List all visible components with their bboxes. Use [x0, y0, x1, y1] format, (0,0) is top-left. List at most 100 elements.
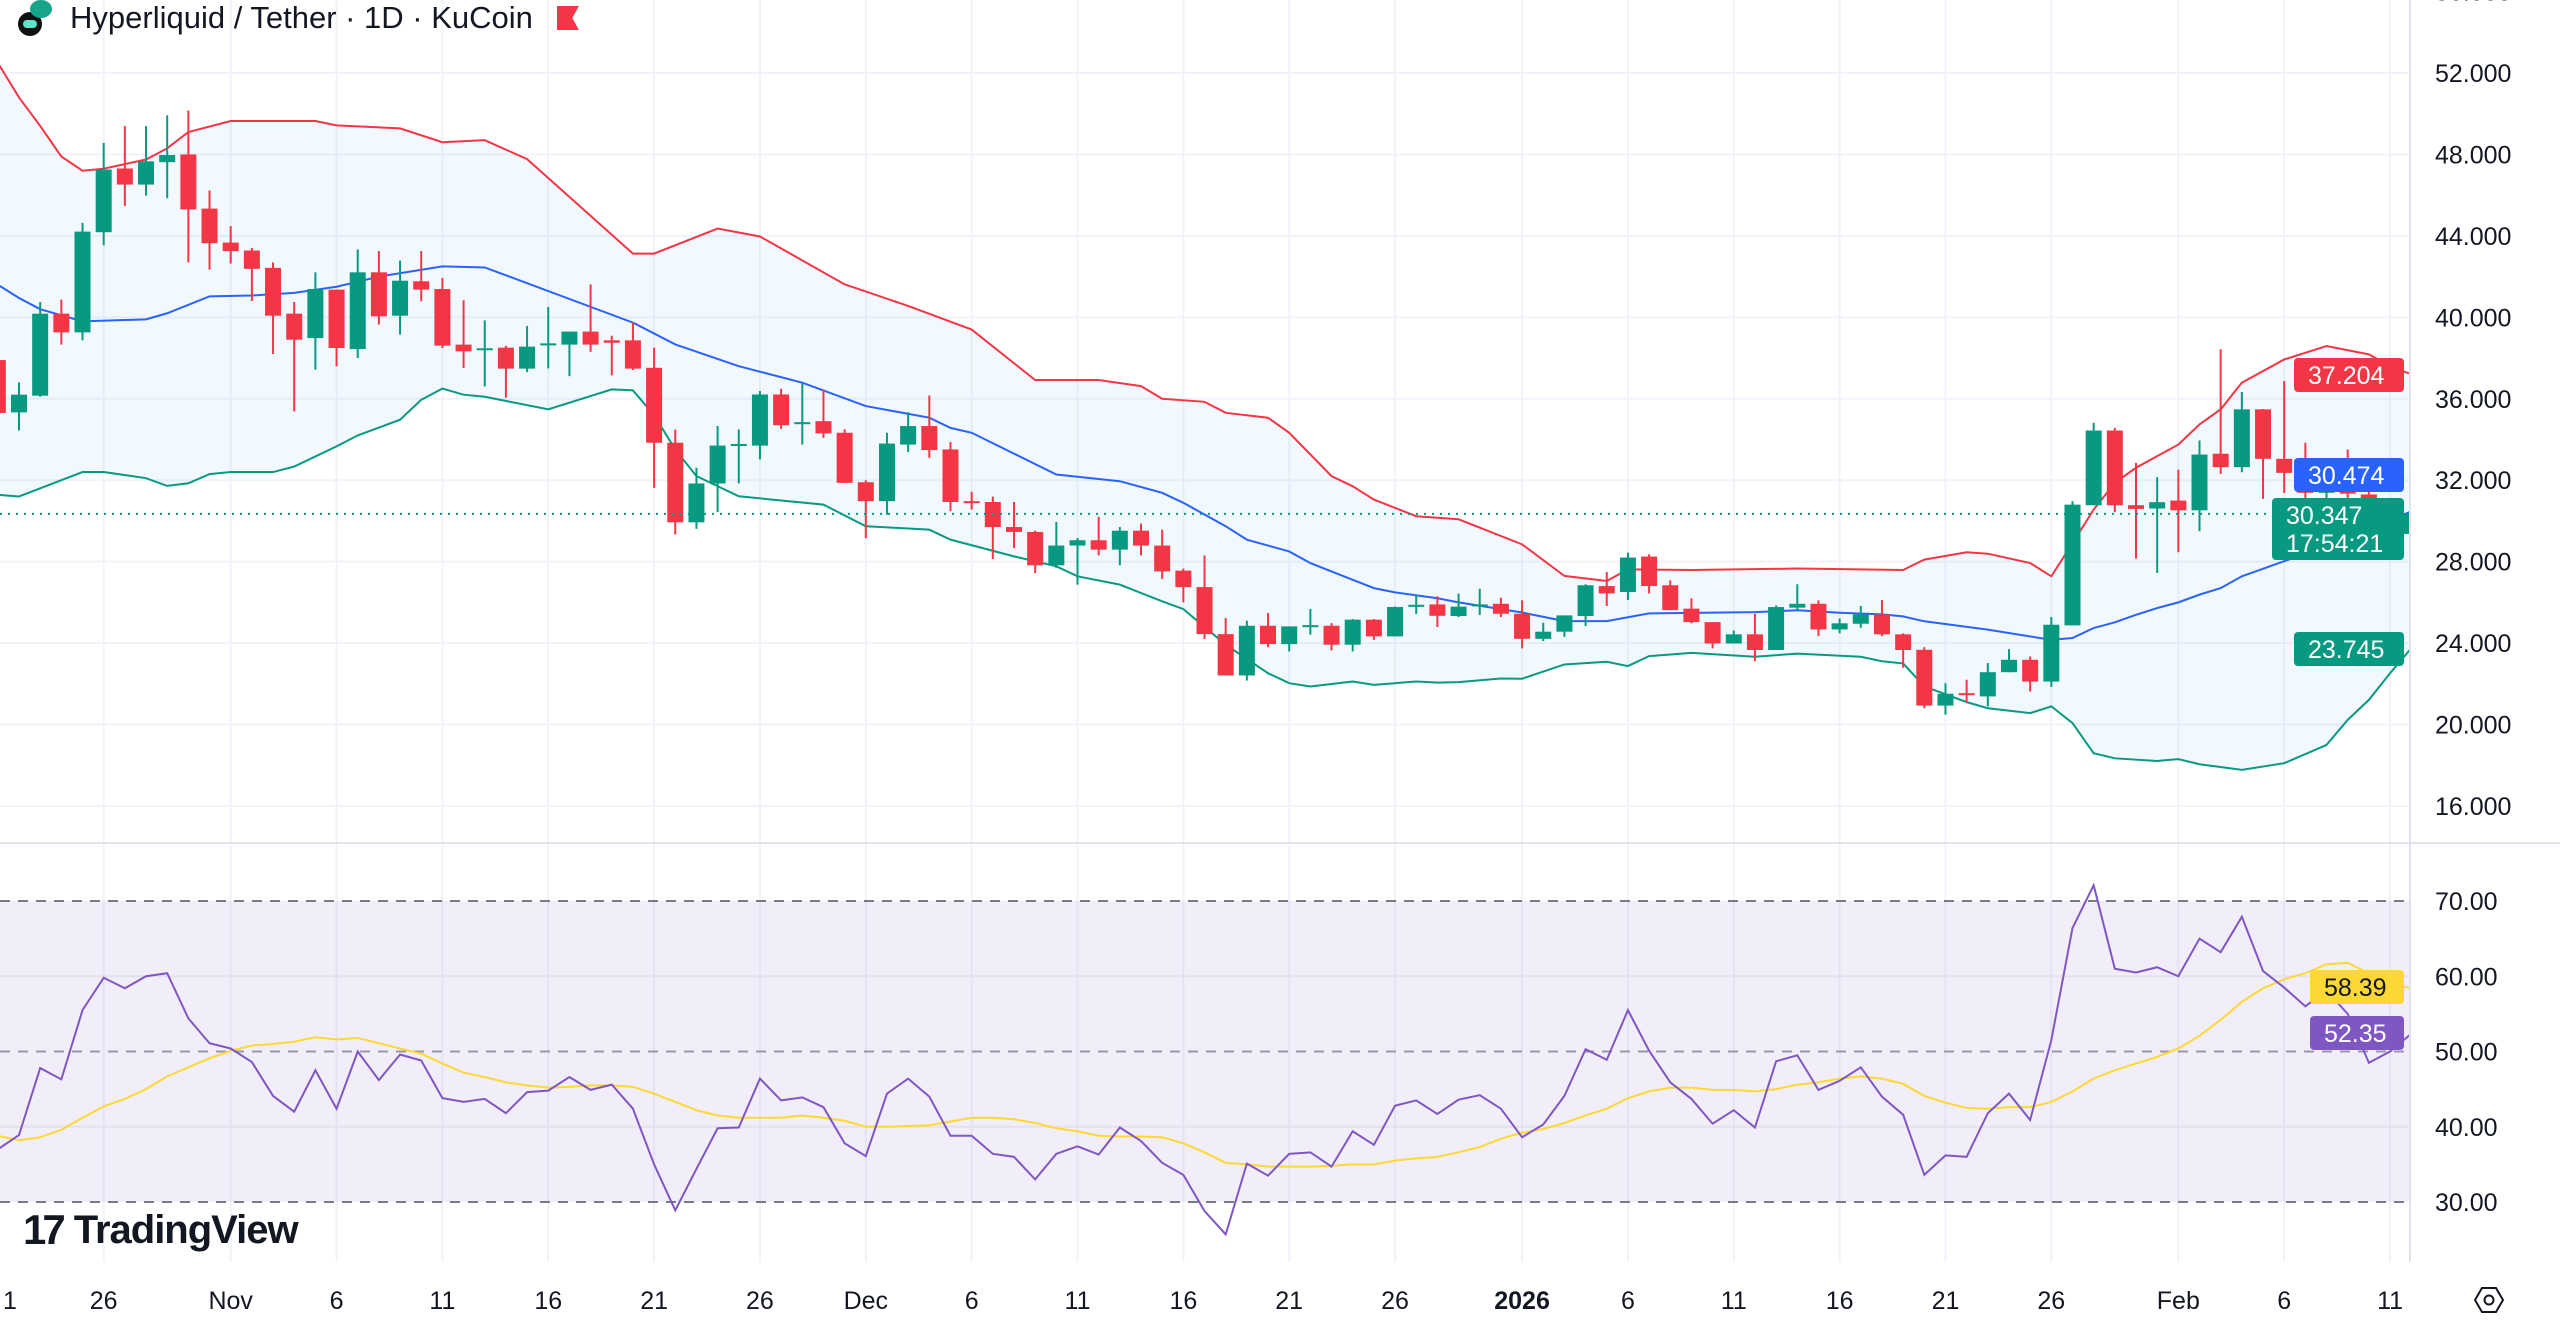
candle[interactable]: [455, 300, 472, 369]
candle[interactable]: [1133, 523, 1150, 556]
candle[interactable]: [95, 142, 112, 246]
candle[interactable]: [646, 347, 663, 488]
candle[interactable]: [2064, 501, 2081, 626]
candle[interactable]: [222, 226, 239, 264]
candle[interactable]: [1768, 605, 1785, 651]
candle[interactable]: [1704, 622, 1721, 649]
candle[interactable]: [1175, 568, 1192, 603]
candle[interactable]: [53, 299, 70, 345]
candle[interactable]: [1281, 626, 1298, 652]
candle[interactable]: [1387, 606, 1404, 637]
candle[interactable]: [1895, 633, 1912, 668]
candle[interactable]: [138, 126, 155, 196]
candle[interactable]: [2212, 349, 2229, 474]
candle[interactable]: [1556, 615, 1573, 637]
candle[interactable]: [2085, 422, 2102, 506]
candle[interactable]: [2233, 392, 2250, 473]
rsi-pane[interactable]: [0, 882, 2411, 1237]
candle[interactable]: [773, 388, 790, 429]
candle[interactable]: [2276, 381, 2293, 493]
candle[interactable]: [878, 432, 895, 515]
candle[interactable]: [519, 326, 536, 373]
candle[interactable]: [370, 251, 387, 325]
candle[interactable]: [963, 491, 980, 510]
candle[interactable]: [2149, 477, 2166, 574]
candle[interactable]: [1873, 600, 1890, 637]
candle[interactable]: [476, 320, 493, 387]
candle[interactable]: [1260, 612, 1277, 648]
candle[interactable]: [1577, 584, 1594, 626]
candle[interactable]: [1916, 647, 1933, 709]
candle[interactable]: [1641, 554, 1658, 594]
candle[interactable]: [11, 382, 27, 431]
candle[interactable]: [1471, 588, 1488, 615]
candle[interactable]: [815, 389, 832, 438]
candle[interactable]: [1619, 552, 1636, 601]
candle[interactable]: [1979, 663, 1996, 707]
red-flag-icon[interactable]: [556, 6, 579, 30]
candle[interactable]: [1514, 600, 1531, 649]
candle[interactable]: [1408, 594, 1425, 614]
candle[interactable]: [1725, 630, 1742, 644]
candle[interactable]: [2191, 440, 2208, 532]
candle[interactable]: [243, 247, 260, 302]
candle[interactable]: [286, 302, 303, 412]
candle[interactable]: [1196, 555, 1213, 640]
candle[interactable]: [2128, 462, 2144, 559]
candle[interactable]: [434, 278, 451, 349]
candle[interactable]: [1154, 529, 1171, 579]
candle[interactable]: [1535, 622, 1552, 642]
candle[interactable]: [1683, 598, 1700, 624]
candle[interactable]: [942, 442, 959, 512]
candle[interactable]: [307, 272, 324, 370]
candle[interactable]: [1958, 679, 1975, 703]
candle[interactable]: [1662, 580, 1679, 611]
candle[interactable]: [1789, 584, 1806, 611]
candle[interactable]: [2170, 469, 2187, 553]
candle[interactable]: [1111, 527, 1128, 566]
candle[interactable]: [540, 306, 557, 369]
candle[interactable]: [1831, 618, 1848, 634]
candle[interactable]: [2255, 408, 2272, 499]
candle[interactable]: [921, 395, 938, 458]
candle[interactable]: [603, 335, 620, 376]
tradingview-watermark[interactable]: 17 TradingView: [23, 1206, 299, 1254]
candle[interactable]: [688, 467, 705, 529]
candle[interactable]: [497, 345, 514, 398]
candle[interactable]: [582, 284, 599, 352]
candle[interactable]: [1852, 606, 1869, 628]
candle[interactable]: [836, 429, 853, 483]
candle[interactable]: [1492, 597, 1509, 618]
candle[interactable]: [624, 322, 641, 371]
candle[interactable]: [1027, 530, 1044, 574]
candle[interactable]: [116, 126, 133, 207]
candle[interactable]: [1450, 593, 1467, 618]
candle[interactable]: [1302, 609, 1319, 635]
candle[interactable]: [900, 412, 917, 453]
candle[interactable]: [1746, 613, 1763, 662]
candle[interactable]: [857, 480, 874, 539]
candle[interactable]: [1429, 596, 1446, 627]
candle[interactable]: [794, 382, 811, 445]
candle[interactable]: [392, 260, 409, 335]
candle[interactable]: [413, 251, 430, 302]
candle[interactable]: [349, 249, 366, 359]
candle[interactable]: [0, 348, 6, 419]
candle[interactable]: [730, 429, 747, 484]
candle[interactable]: [1090, 516, 1107, 556]
candle[interactable]: [1048, 521, 1065, 568]
candle[interactable]: [709, 426, 726, 513]
candle[interactable]: [1810, 600, 1827, 637]
candle[interactable]: [1005, 501, 1022, 548]
candle[interactable]: [1069, 538, 1086, 585]
candle[interactable]: [1598, 572, 1615, 607]
candle[interactable]: [159, 115, 176, 199]
candle[interactable]: [265, 262, 282, 354]
candle[interactable]: [2106, 427, 2123, 513]
price-pane[interactable]: [0, 63, 2419, 771]
symbol-header[interactable]: Hyperliquid / Tether · 1D · KuCoin: [16, 0, 579, 40]
candle[interactable]: [1217, 618, 1234, 676]
candle[interactable]: [2403, 501, 2419, 535]
candle[interactable]: [201, 190, 218, 270]
